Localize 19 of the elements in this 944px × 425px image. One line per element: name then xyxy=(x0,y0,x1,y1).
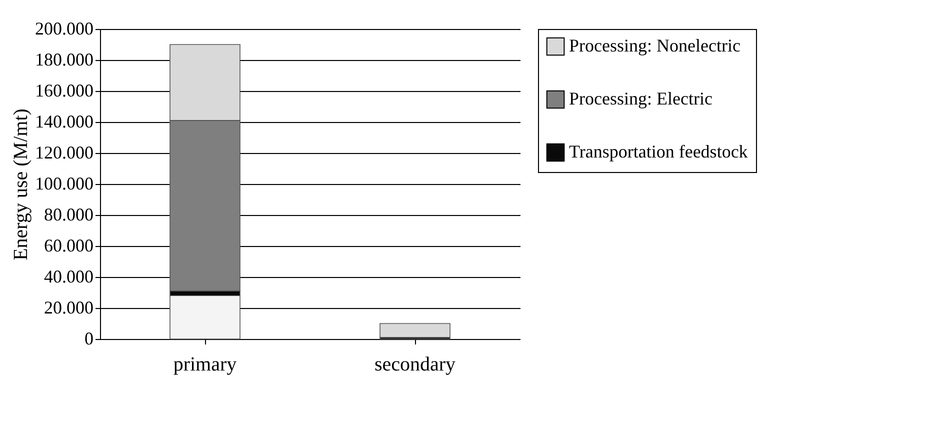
y-axis-title: Energy use (M/mt) xyxy=(10,108,32,260)
y-tick-label: 40.000 xyxy=(44,266,94,286)
legend-label: Transportation feedstock xyxy=(569,142,748,162)
y-tick-label: 20.000 xyxy=(44,298,94,318)
x-tick-label: secondary xyxy=(374,354,456,376)
legend-label: Processing: Electric xyxy=(569,88,712,108)
y-tick-label: 0 xyxy=(84,328,94,348)
y-tick-label: 100.000 xyxy=(35,174,94,194)
bar xyxy=(380,323,450,338)
y-tick-label: 60.000 xyxy=(44,236,94,256)
legend-label: Processing: Nonelectric xyxy=(569,36,740,56)
y-tick-label: 180.000 xyxy=(35,50,94,70)
y-tick-label: 80.000 xyxy=(44,204,94,224)
y-tick-label: 140.000 xyxy=(35,112,94,132)
y-tick-label: 120.000 xyxy=(35,142,94,162)
y-tick-label: 200.000 xyxy=(35,18,94,38)
bar xyxy=(170,295,240,340)
y-tick-label: 160.000 xyxy=(35,80,94,100)
x-tick-label: primary xyxy=(173,354,237,376)
